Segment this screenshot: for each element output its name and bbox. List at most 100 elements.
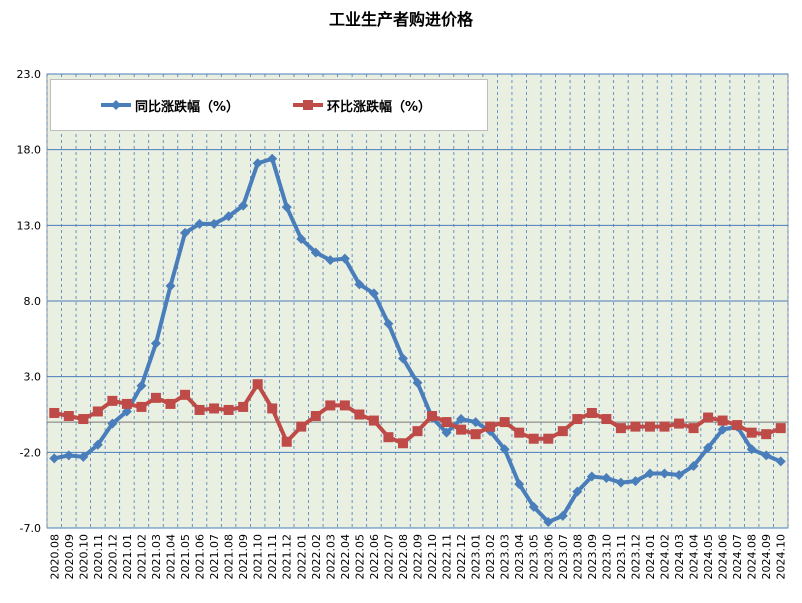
data-point-mom — [586, 407, 597, 418]
data-point-mom — [441, 417, 452, 428]
data-point-yoy — [339, 253, 350, 264]
data-point-mom — [557, 426, 568, 437]
data-point-yoy — [252, 158, 263, 169]
y-tick-label: 8.0 — [24, 295, 42, 308]
x-tick-label: 2021.03 — [150, 534, 163, 580]
x-tick-label: 2024.09 — [760, 534, 773, 580]
x-tick-label: 2022.03 — [324, 534, 337, 580]
chart-title: 工业生产者购进价格 — [328, 10, 473, 29]
x-tick-label: 2022.02 — [310, 534, 323, 580]
data-point-mom — [63, 411, 74, 422]
legend-label-mom: 环比涨跌幅（%） — [327, 99, 432, 115]
x-tick-label: 2021.12 — [281, 534, 294, 580]
x-tick-label: 2023.03 — [499, 534, 512, 580]
x-tick-label: 2020.10 — [77, 534, 90, 580]
data-point-yoy — [354, 279, 365, 290]
data-point-mom — [339, 400, 350, 411]
data-point-yoy — [688, 460, 699, 471]
data-point-mom — [310, 411, 321, 422]
data-point-mom — [514, 427, 525, 438]
data-point-mom — [368, 415, 379, 426]
x-tick-label: 2024.07 — [731, 534, 744, 580]
data-point-mom — [659, 421, 670, 432]
x-tick-label: 2023.04 — [513, 534, 526, 580]
data-point-yoy — [746, 444, 757, 455]
legend-item-mom: 环比涨跌幅（%） — [293, 96, 432, 115]
x-tick-label: 2023.05 — [528, 534, 541, 580]
data-point-mom — [397, 438, 408, 449]
x-tick-label: 2022.05 — [353, 534, 366, 580]
x-tick-label: 2022.06 — [368, 534, 381, 580]
data-point-yoy — [659, 468, 670, 479]
data-point-mom — [543, 433, 554, 444]
data-point-mom — [136, 401, 147, 412]
x-tick-label: 2023.06 — [542, 534, 555, 580]
data-point-mom — [470, 429, 481, 440]
data-point-mom — [732, 420, 743, 431]
data-point-yoy — [456, 414, 467, 425]
x-tick-label: 2023.02 — [484, 534, 497, 580]
data-point-yoy — [78, 451, 89, 462]
data-point-mom — [296, 421, 307, 432]
x-tick-label: 2024.10 — [775, 534, 788, 580]
data-point-yoy — [296, 233, 307, 244]
x-tick-label: 2024.08 — [746, 534, 759, 580]
data-point-yoy — [397, 353, 408, 364]
data-point-yoy — [238, 200, 249, 211]
data-point-mom — [499, 417, 510, 428]
data-point-yoy — [412, 377, 423, 388]
data-point-yoy — [601, 473, 612, 484]
data-point-yoy — [165, 280, 176, 291]
data-point-mom — [165, 398, 176, 409]
data-point-yoy — [281, 202, 292, 213]
x-tick-label: 2022.10 — [426, 534, 439, 580]
data-point-yoy — [775, 456, 786, 467]
data-point-mom — [354, 409, 365, 420]
legend-marker-mom — [293, 100, 323, 110]
legend-label-yoy: 同比涨跌幅（%） — [135, 99, 240, 115]
data-point-yoy — [180, 227, 191, 238]
data-point-mom — [630, 421, 641, 432]
x-tick-label: 2023.10 — [600, 534, 613, 580]
data-point-yoy — [528, 501, 539, 512]
x-tick-label: 2023.08 — [571, 534, 584, 580]
x-tick-label: 2021.06 — [194, 534, 207, 580]
data-point-yoy — [557, 510, 568, 521]
data-point-mom — [427, 411, 438, 422]
x-tick-label: 2024.04 — [688, 534, 701, 580]
x-tick-label: 2024.06 — [717, 534, 730, 580]
data-point-mom — [150, 392, 161, 403]
data-point-mom — [194, 404, 205, 415]
legend: 同比涨跌幅（%） 环比涨跌幅（%） — [50, 79, 488, 131]
y-tick-label: 18.0 — [17, 144, 42, 157]
data-point-yoy — [325, 255, 336, 266]
data-point-yoy — [92, 439, 103, 450]
data-point-mom — [528, 433, 539, 444]
x-tick-label: 2022.01 — [295, 534, 308, 580]
data-point-mom — [121, 398, 132, 409]
x-tick-label: 2022.08 — [397, 534, 410, 580]
x-tick-label: 2020.12 — [106, 534, 119, 580]
data-point-yoy — [499, 444, 510, 455]
legend-item-yoy: 同比涨跌幅（%） — [101, 96, 240, 115]
data-point-mom — [644, 421, 655, 432]
x-tick-label: 2021.05 — [179, 534, 192, 580]
x-tick-label: 2021.04 — [165, 534, 178, 580]
x-tick-label: 2021.07 — [208, 534, 221, 580]
data-point-mom — [107, 395, 118, 406]
x-tick-label: 2021.01 — [121, 534, 134, 580]
y-tick-label: 23.0 — [17, 68, 42, 81]
data-point-mom — [281, 436, 292, 447]
x-tick-label: 2020.09 — [63, 534, 76, 580]
y-tick-label: 13.0 — [17, 219, 42, 232]
data-point-yoy — [194, 218, 205, 229]
data-point-yoy — [121, 406, 132, 417]
data-point-yoy — [572, 486, 583, 497]
x-tick-label: 2022.07 — [382, 534, 395, 580]
data-point-mom — [223, 404, 234, 415]
x-tick-label: 2023.01 — [470, 534, 483, 580]
data-point-yoy — [470, 417, 481, 428]
data-point-yoy — [644, 468, 655, 479]
x-tick-label: 2024.01 — [644, 534, 657, 580]
